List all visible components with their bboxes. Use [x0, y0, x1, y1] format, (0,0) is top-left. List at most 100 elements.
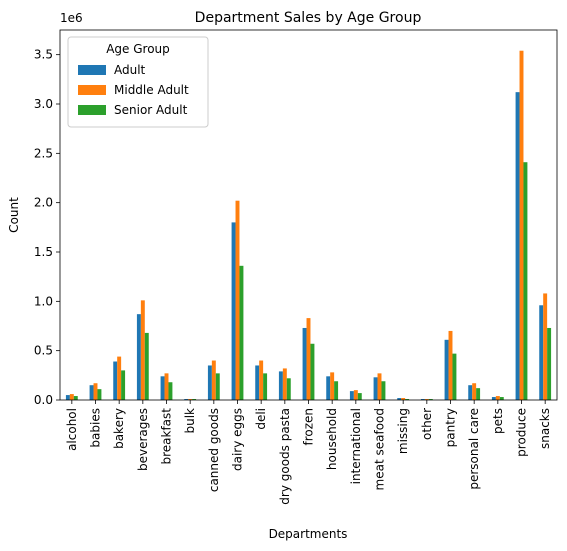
x-tick-label: bulk	[183, 408, 197, 434]
bar	[476, 388, 481, 400]
bar	[73, 396, 78, 400]
y-axis-label: Count	[7, 197, 21, 233]
y-tick-label: 0.0	[34, 393, 53, 407]
legend-frame	[67, 36, 209, 128]
bar	[377, 373, 382, 400]
bar	[381, 381, 386, 400]
bar	[255, 365, 260, 400]
bar	[373, 377, 378, 400]
bar	[121, 370, 126, 400]
bar	[523, 162, 528, 400]
bar	[326, 376, 331, 400]
bar	[89, 385, 94, 400]
x-tick-label: snacks	[538, 408, 552, 449]
bar	[168, 382, 173, 400]
bar	[444, 339, 449, 400]
bar	[160, 376, 165, 400]
y-tick-label: 2.0	[34, 196, 53, 210]
bar	[424, 399, 429, 400]
x-tick-label: meat seafood	[373, 408, 387, 490]
legend-label: Middle Adult	[114, 83, 189, 97]
x-tick-label: missing	[396, 408, 410, 454]
bar	[428, 399, 433, 400]
bar	[239, 265, 244, 400]
bar	[539, 305, 544, 400]
x-tick-label: pets	[491, 408, 505, 434]
legend-swatch	[78, 105, 106, 115]
legend-swatch	[78, 65, 106, 75]
legend-swatch	[78, 85, 106, 95]
bar	[259, 360, 264, 400]
x-tick-label: personal care	[467, 408, 481, 490]
bar	[302, 327, 307, 400]
bar	[448, 330, 453, 400]
x-tick-label: produce	[515, 408, 529, 457]
bar	[330, 372, 335, 400]
bar	[349, 391, 354, 400]
legend-entries: Adult Middle Adult Senior Adult	[78, 63, 189, 117]
bar	[401, 398, 406, 400]
bar	[231, 222, 236, 400]
y-multiplier-label: 1e6	[60, 11, 83, 25]
bars-layer	[65, 50, 552, 400]
bar	[353, 390, 358, 400]
bar	[140, 300, 145, 400]
x-axis-label: Departments	[269, 527, 348, 541]
x-tick-label: other	[420, 408, 434, 440]
bar	[65, 395, 70, 400]
x-tick-label: breakfast	[160, 408, 174, 465]
legend-title: Age Group	[106, 42, 170, 56]
y-tick-label: 2.5	[34, 146, 53, 160]
y-tick-label: 3.5	[34, 48, 53, 62]
bar	[543, 293, 548, 400]
bar	[117, 356, 122, 400]
x-tick-label: babies	[89, 408, 103, 448]
bar	[211, 360, 216, 400]
bar	[499, 397, 504, 400]
x-tick-label: international	[349, 408, 363, 484]
legend: Age Group Adult Middle Adult Senior Adult	[67, 36, 209, 128]
x-tick-label: dry goods pasta	[278, 408, 292, 505]
y-tick-label: 1.5	[34, 245, 53, 259]
bar	[188, 399, 193, 400]
bar	[452, 353, 457, 400]
legend-label: Senior Adult	[114, 103, 188, 117]
bar	[491, 397, 496, 400]
legend-label: Adult	[114, 63, 146, 77]
bar	[547, 327, 552, 400]
bar	[144, 332, 149, 400]
bar	[405, 399, 410, 400]
bar	[113, 361, 118, 400]
bar	[215, 373, 220, 400]
y-axis: 0.0 0.5 1.0 1.5 2.0 2.5 3.0 3.5	[34, 48, 60, 407]
x-tick-label: dairy eggs	[231, 408, 245, 471]
bar	[282, 368, 287, 400]
chart-title: Department Sales by Age Group	[195, 10, 422, 26]
bar	[136, 314, 141, 400]
bar	[472, 383, 477, 400]
bar	[235, 200, 240, 400]
bar	[310, 343, 315, 400]
y-tick-label: 3.0	[34, 97, 53, 111]
bar	[397, 398, 402, 400]
bar	[286, 378, 291, 400]
x-tick-label: alcohol	[65, 408, 79, 451]
bar	[519, 50, 524, 400]
bar	[278, 371, 283, 400]
bar	[306, 318, 311, 400]
x-tick-label: beverages	[136, 408, 150, 471]
y-tick-label: 0.5	[34, 344, 53, 358]
bar	[184, 399, 189, 400]
x-tick-label: pantry	[444, 408, 458, 447]
x-tick-label: household	[325, 408, 339, 470]
bar	[69, 394, 74, 400]
plot-frame	[59, 29, 558, 401]
bar	[357, 393, 362, 400]
x-tick-label: frozen	[302, 408, 316, 446]
bar	[495, 396, 500, 400]
x-tick-label: canned goods	[207, 408, 221, 492]
bar	[420, 399, 425, 400]
bar	[164, 373, 169, 400]
y-tick-label: 1.0	[34, 294, 53, 308]
